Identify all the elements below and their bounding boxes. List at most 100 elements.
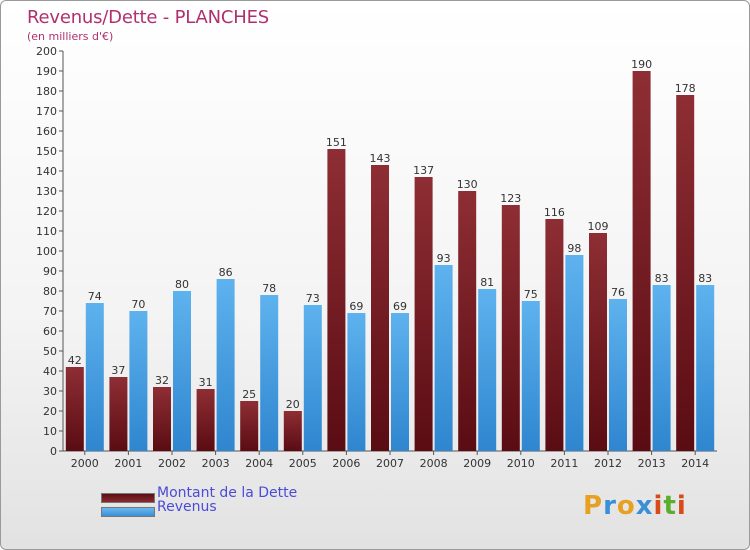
x-tick-label: 2000: [71, 457, 99, 470]
bar-revenue: [696, 285, 715, 451]
bar-debt: [283, 411, 302, 451]
data-label-debt: 20: [286, 398, 300, 411]
bar-revenue: [434, 265, 453, 451]
data-label-revenue: 75: [524, 288, 538, 301]
data-label-revenue: 70: [131, 298, 145, 311]
data-label-revenue: 76: [611, 286, 625, 299]
bar-revenue: [521, 301, 540, 451]
x-tick-label: 2009: [463, 457, 491, 470]
x-tick-label: 2008: [420, 457, 448, 470]
data-label-revenue: 69: [393, 300, 407, 313]
data-label-revenue: 69: [349, 300, 363, 313]
data-label-debt: 25: [242, 388, 256, 401]
legend-item-debt: Montant de la Dette: [101, 485, 297, 503]
y-tick-label: 90: [43, 265, 57, 278]
x-tick-label: 2002: [158, 457, 186, 470]
bar-revenue: [129, 311, 148, 451]
data-label-revenue: 83: [698, 272, 712, 285]
x-tick-label: 2005: [289, 457, 317, 470]
data-label-debt: 109: [588, 220, 609, 233]
data-label-debt: 143: [370, 152, 391, 165]
brand-letter: i: [676, 491, 687, 521]
y-tick-label: 80: [43, 285, 57, 298]
data-label-revenue: 93: [437, 252, 451, 265]
y-tick-label: 20: [43, 405, 57, 418]
bar-debt: [153, 387, 171, 451]
data-label-debt: 42: [68, 354, 82, 367]
data-label-revenue: 81: [480, 276, 494, 289]
bar-revenue: [478, 289, 497, 451]
bar-revenue: [652, 285, 671, 451]
y-tick-label: 100: [36, 245, 57, 258]
data-label-debt: 190: [631, 58, 652, 71]
x-tick-label: 2001: [114, 457, 142, 470]
bar-chart: 0 10 20 30 40 50 60 70 80 90 100 110 120 130 140 150 160…: [36, 45, 717, 470]
y-tick-label: 10: [43, 425, 57, 438]
data-label-revenue: 73: [306, 292, 320, 305]
y-tick-label: 40: [43, 365, 57, 378]
brand-letter: x: [635, 491, 654, 521]
brand-letter: o: [616, 491, 636, 521]
x-tick-label: 2010: [507, 457, 535, 470]
legend-item-revenue: Revenus: [101, 499, 217, 517]
brand-letter: r: [603, 491, 617, 521]
y-tick-label: 170: [36, 105, 57, 118]
y-tick-label: 200: [36, 45, 57, 58]
x-tick-label: 2014: [681, 457, 709, 470]
bar-revenue: [85, 303, 104, 451]
legend-swatch-debt: [101, 493, 155, 503]
bar-debt: [109, 377, 128, 451]
data-label-debt: 37: [111, 364, 125, 377]
chart-subtitle: (en milliers d'€): [27, 30, 114, 43]
data-label-revenue: 86: [219, 266, 233, 279]
brand-letter: P: [583, 491, 604, 521]
bar-debt: [371, 165, 389, 451]
y-tick-label: 130: [36, 185, 57, 198]
bar-debt: [327, 149, 346, 451]
brand-logo: Proxiti: [583, 491, 687, 521]
legend-swatch-revenue: [101, 507, 155, 517]
chart-title: Revenus/Dette - PLANCHES: [27, 7, 269, 28]
bar-revenue: [216, 279, 235, 451]
bar-debt: [240, 401, 259, 451]
x-tick-label: 2007: [376, 457, 404, 470]
data-label-debt: 130: [457, 178, 478, 191]
data-label-debt: 151: [326, 136, 347, 149]
y-tick-label: 50: [43, 345, 57, 358]
y-tick-label: 160: [36, 125, 57, 138]
bar-revenue: [260, 295, 279, 451]
y-tick-label: 60: [43, 325, 57, 338]
data-label-revenue: 98: [567, 242, 581, 255]
data-label-debt: 116: [544, 206, 565, 219]
y-tick-label: 30: [43, 385, 57, 398]
bar-revenue: [173, 291, 191, 451]
data-label-debt: 123: [500, 192, 521, 205]
bar-debt: [632, 71, 651, 451]
brand-letter: i: [653, 491, 664, 521]
y-tick-label: 120: [36, 205, 57, 218]
data-label-revenue: 83: [655, 272, 669, 285]
x-tick-label: 2011: [550, 457, 578, 470]
data-label-debt: 32: [155, 374, 169, 387]
data-label-debt: 178: [675, 82, 696, 95]
y-tick-label: 190: [36, 65, 57, 78]
bar-revenue: [347, 313, 366, 451]
bar-debt: [545, 219, 564, 451]
x-tick-label: 2006: [332, 457, 360, 470]
brand-letter: t: [663, 491, 677, 521]
y-tick-label: 70: [43, 305, 57, 318]
y-tick-label: 0: [50, 445, 57, 458]
data-label-revenue: 74: [88, 290, 102, 303]
x-tick-label: 2012: [594, 457, 622, 470]
legend-label-revenue: Revenus: [157, 499, 217, 515]
bar-debt: [501, 205, 520, 451]
data-label-debt: 31: [199, 376, 213, 389]
bar-debt: [65, 367, 84, 451]
bar-revenue: [391, 313, 409, 451]
bar-debt: [196, 389, 215, 451]
y-tick-label: 110: [36, 225, 57, 238]
y-tick-label: 150: [36, 145, 57, 158]
x-tick-label: 2004: [245, 457, 273, 470]
bar-revenue: [609, 299, 627, 451]
